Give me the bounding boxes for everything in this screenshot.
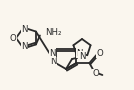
Text: N: N	[49, 49, 56, 58]
Text: N: N	[21, 25, 28, 34]
Text: N: N	[79, 51, 85, 60]
Text: N: N	[76, 49, 83, 58]
Text: N: N	[21, 42, 28, 51]
Text: O: O	[10, 33, 16, 42]
Text: O: O	[92, 69, 99, 78]
Text: O: O	[96, 49, 103, 58]
Text: NH₂: NH₂	[45, 28, 61, 37]
Text: N: N	[50, 58, 57, 67]
